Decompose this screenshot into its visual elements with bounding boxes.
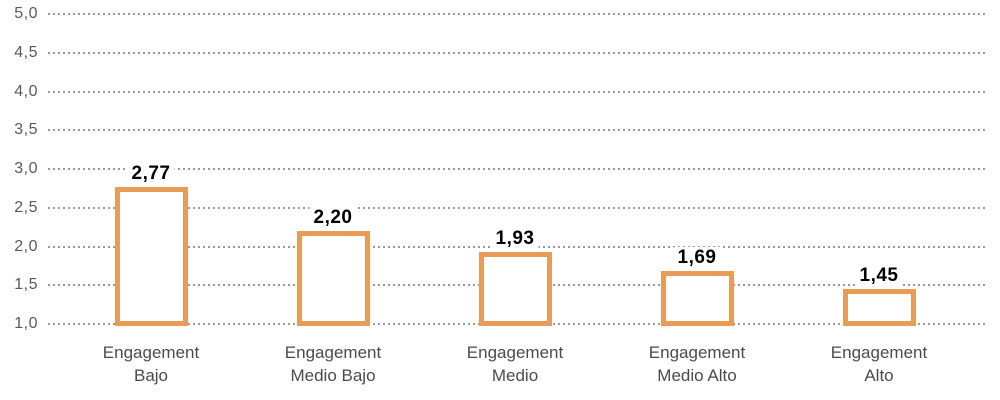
y-axis-tick-label: 2,5 [14,198,38,216]
bar-value-label: 2,20 [309,207,357,229]
y-axis-tick-label: 2,0 [14,237,38,255]
y-axis-tick-label: 5,0 [14,5,38,22]
category-label: Engagement Medio [467,341,563,387]
y-axis-tick-label: 3,0 [14,160,38,177]
y-axis-tick-label: 4,0 [14,82,38,100]
category-label: Engagement Medio Bajo [285,341,381,387]
category-label-line: Alto [864,366,894,385]
bar-value-label: 1,45 [855,265,903,288]
category-label-line: Engagement [648,343,746,362]
gridline [48,51,985,54]
y-axis-tick-label: 1,5 [14,276,38,294]
bar-value-label: 2,77 [127,162,175,185]
category-label-line: Medio Alto [657,366,737,385]
category-label-line: Medio [491,366,539,385]
y-axis-tick-label: 4,5 [14,43,38,61]
bar [478,251,552,326]
category-label-line: Bajo [133,366,169,385]
category-label: Engagement Bajo [103,341,199,387]
category-label-line: Engagement [830,343,928,362]
bar-value-label: 1,93 [491,227,539,250]
gridline [48,13,985,15]
category-label-line: Engagement [466,343,564,362]
category-label: Engagement Alto [831,341,927,387]
y-axis-tick-label: 3,5 [14,121,38,139]
category-label: Engagement Medio Alto [649,341,745,387]
bar-value-label: 1,69 [673,246,721,269]
category-label-line: Engagement [284,343,382,362]
gridline [48,206,985,209]
bar [842,289,916,326]
category-label-line: Engagement [102,343,200,362]
gridline [48,168,985,170]
bar [660,270,734,326]
gridline [48,129,985,132]
category-label-line: Medio Bajo [290,366,376,385]
gridline [48,90,985,93]
bar [114,186,188,326]
bar [296,231,370,326]
y-axis-tick-label: 1,0 [14,315,38,332]
